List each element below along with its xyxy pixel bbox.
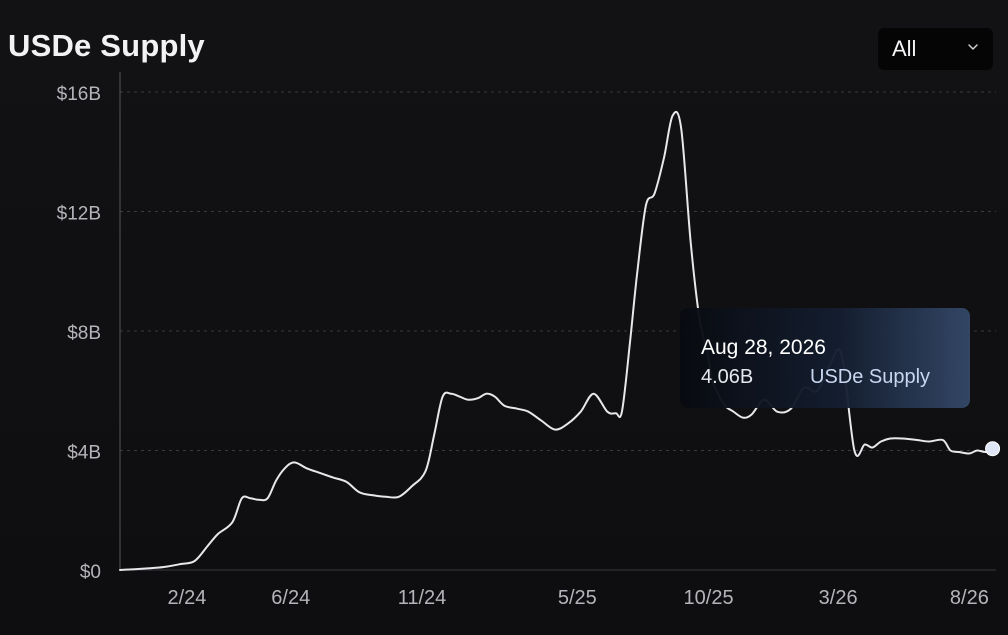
hover-point-marker [985,441,1001,457]
y-tick-label: $12B [57,204,101,225]
tooltip-series-name: USDe Supply [810,366,931,388]
y-tick-label: $4B [67,443,101,464]
x-tick-label: 10/25 [684,587,734,609]
x-tick-label: 2/24 [167,587,206,609]
time-range-dropdown[interactable]: All [878,28,993,70]
x-tick-label: 6/24 [271,587,310,609]
time-range-value: All [892,36,917,61]
data-tooltip: Aug 28, 2026 4.06B USDe Supply [680,308,970,408]
x-tick-label: 8/26 [950,587,989,609]
x-tick-label: 11/24 [398,587,447,609]
x-tick-label: 3/26 [819,587,858,609]
tooltip-value: 4.06B [701,366,754,388]
y-tick-label: $0 [80,562,101,583]
y-tick-label: $8B [67,323,101,344]
series-line-usde-supply [119,110,994,571]
chevron-down-icon [968,44,978,50]
y-tick-label: $16B [57,84,101,105]
chart-title: USDe Supply [8,28,205,63]
x-tick-label: 5/25 [558,587,597,609]
tooltip-date: Aug 28, 2026 [701,336,826,359]
